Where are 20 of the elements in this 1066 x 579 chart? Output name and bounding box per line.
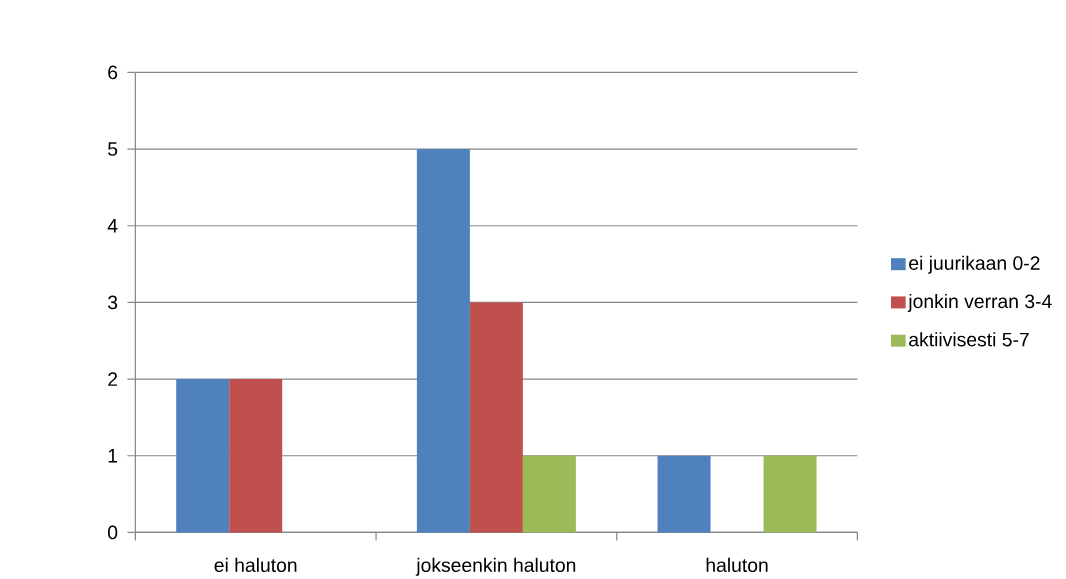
legend-label: jonkin verran 3-4 bbox=[907, 293, 1052, 312]
bar bbox=[763, 455, 817, 533]
x-tick-label: haluton bbox=[706, 557, 768, 572]
legend-label: ei juurikaan 0-2 bbox=[909, 255, 1040, 274]
y-tick-label: 3 bbox=[107, 295, 118, 310]
x-tick-label: jokseenkin haluton bbox=[415, 557, 576, 576]
y-tick-label: 2 bbox=[108, 372, 118, 386]
bar bbox=[176, 379, 230, 533]
bar bbox=[469, 302, 523, 533]
bar bbox=[657, 455, 711, 533]
y-tick-label: 4 bbox=[107, 219, 118, 233]
x-tick-label: ei haluton bbox=[214, 557, 297, 572]
y-tick-label: 0 bbox=[108, 525, 118, 540]
bar bbox=[229, 379, 283, 533]
legend-label: aktiivisesti 5-7 bbox=[909, 332, 1029, 347]
y-tick-label: 5 bbox=[108, 142, 118, 156]
bar bbox=[416, 149, 470, 533]
y-tick-label: 1 bbox=[108, 449, 118, 463]
bar bbox=[522, 455, 576, 533]
y-tick-label: 6 bbox=[108, 65, 118, 80]
